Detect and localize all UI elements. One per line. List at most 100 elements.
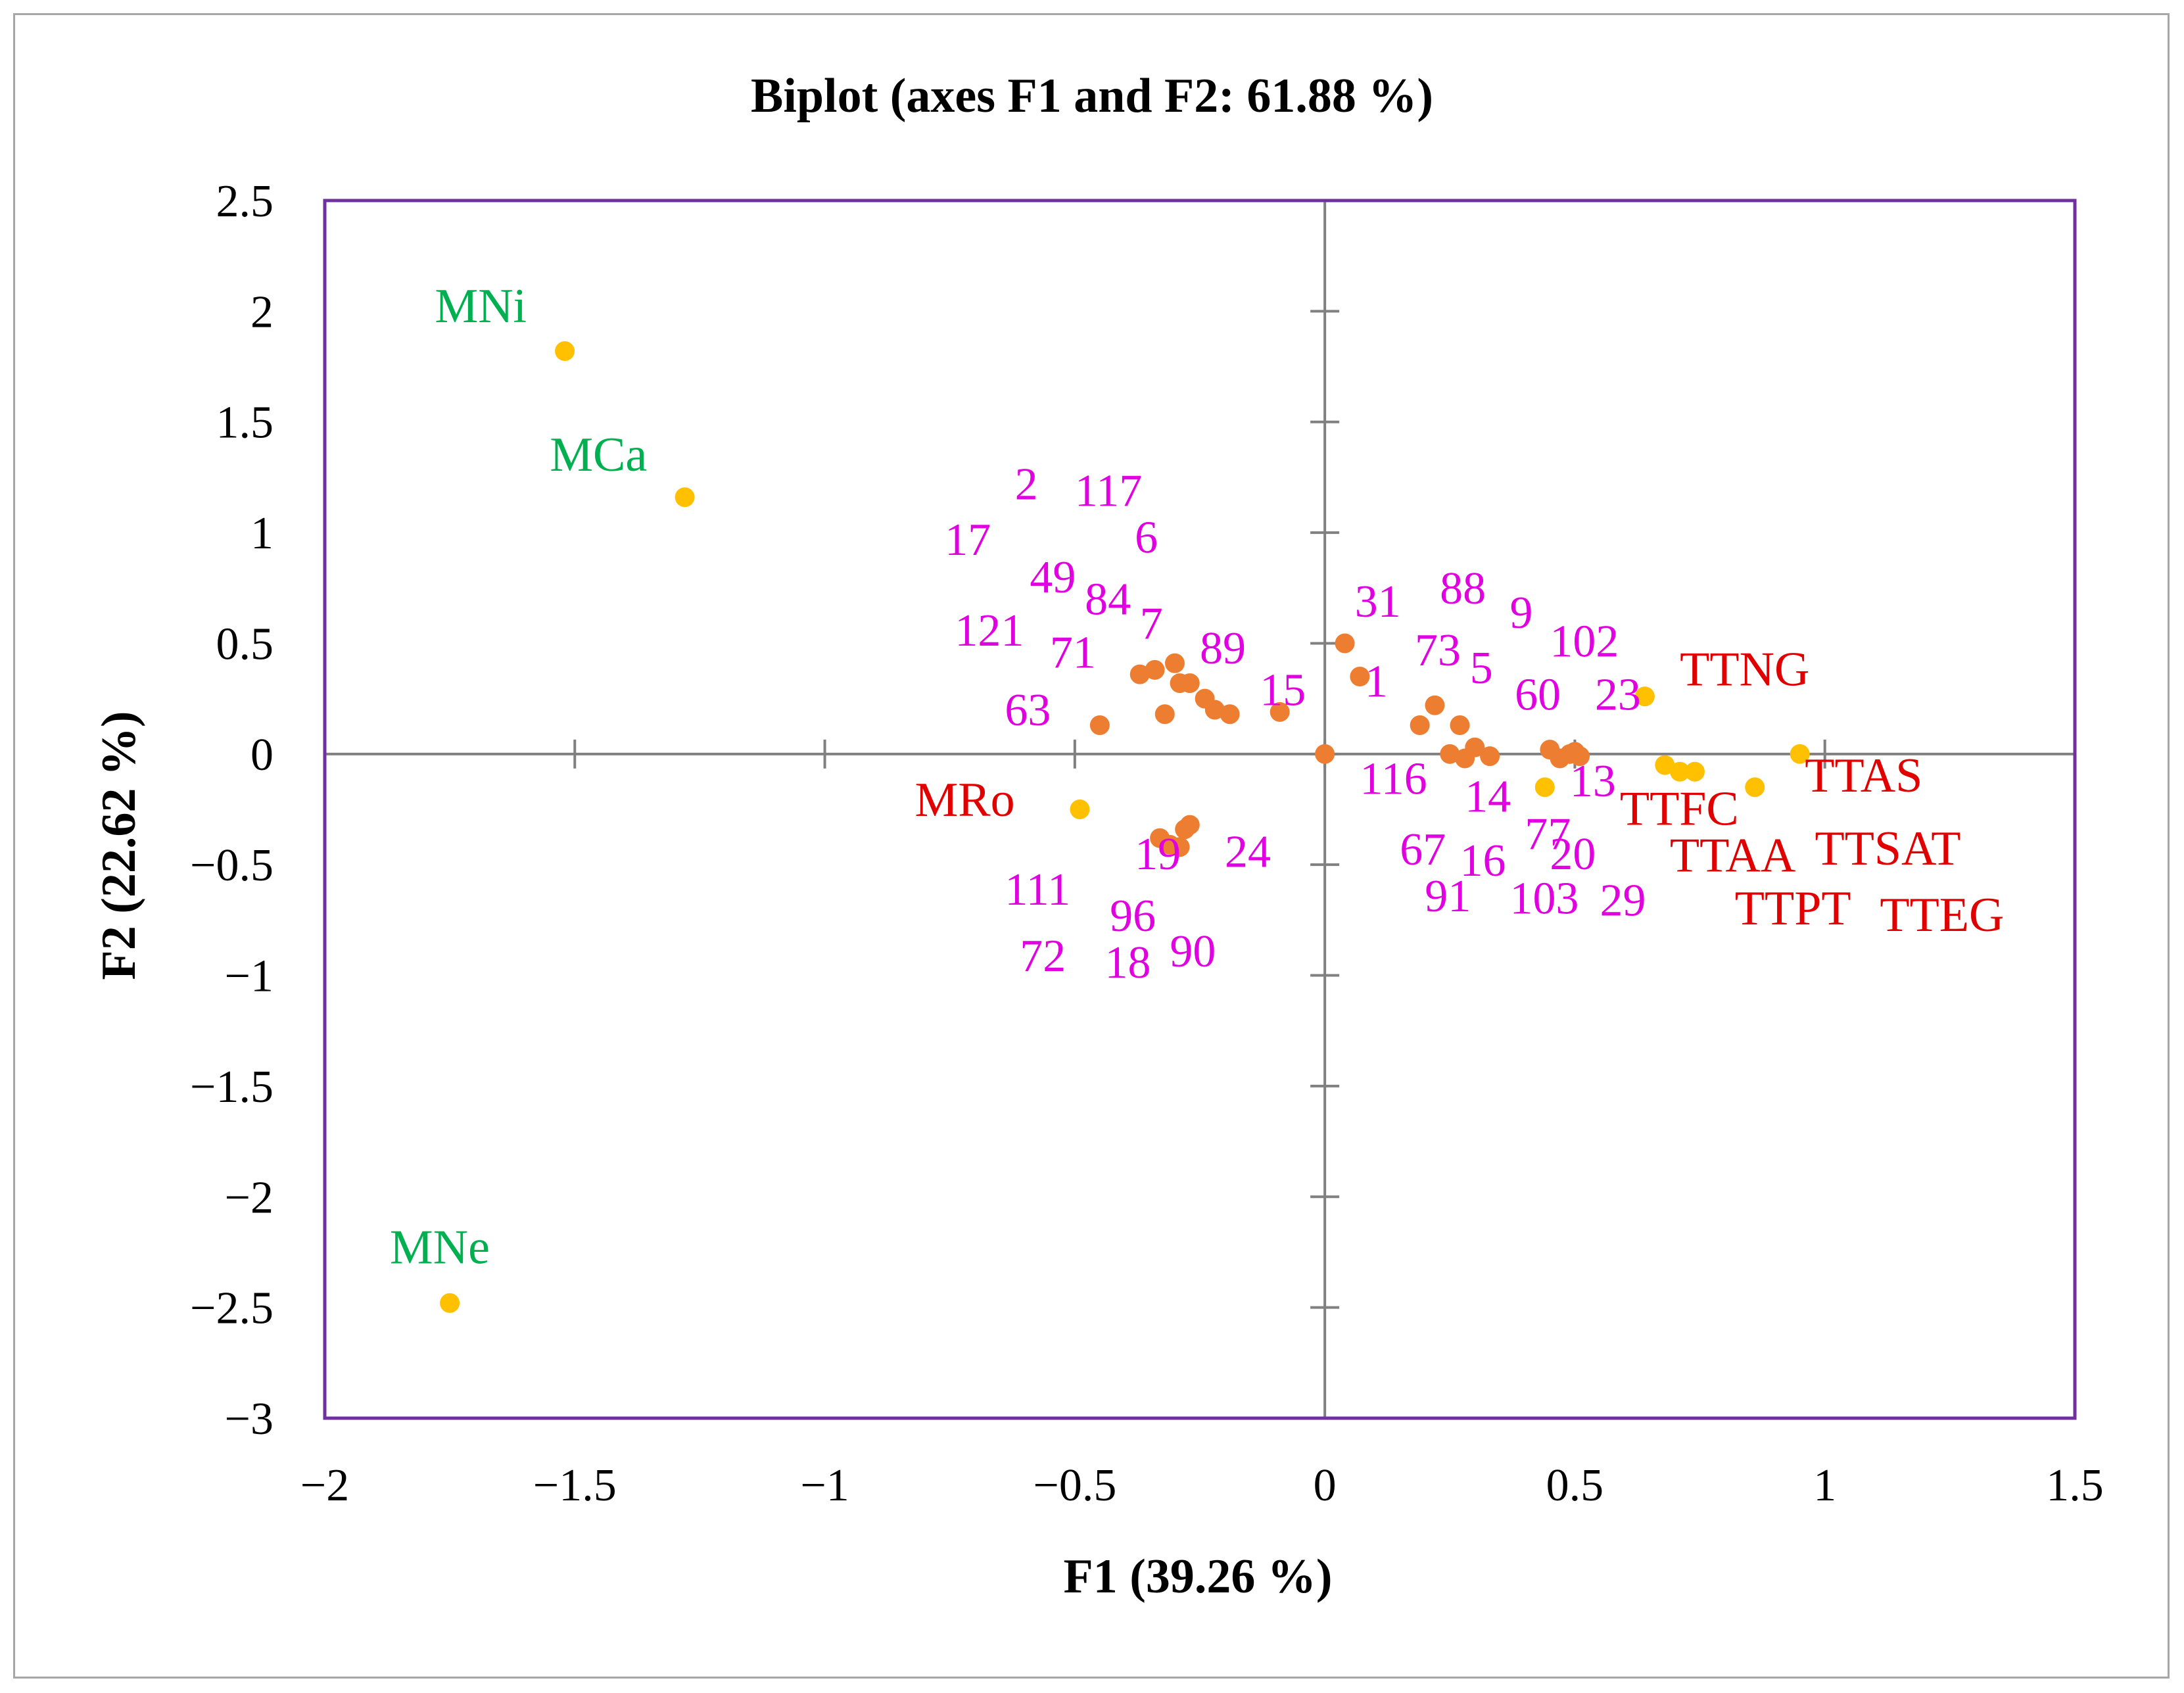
x-tick-label: −1.5 <box>533 1460 617 1511</box>
observation-label: 84 <box>1085 575 1131 625</box>
observation-point <box>1129 664 1150 684</box>
variable-label: TTFC <box>1620 782 1739 836</box>
observation-label: 90 <box>1170 926 1216 977</box>
y-tick-label: −2 <box>225 1172 273 1223</box>
observation-point <box>1335 633 1355 654</box>
plot-axes <box>323 199 2077 1420</box>
x-tick-label: 1.5 <box>2046 1460 2104 1511</box>
observation-label: 91 <box>1425 871 1471 922</box>
variable-label: MCa <box>550 428 647 482</box>
observation-label: 1 <box>1365 656 1388 707</box>
observation-label: 63 <box>1005 685 1051 736</box>
observation-label: 16 <box>1460 836 1506 886</box>
chart-frame <box>13 13 2170 1679</box>
y-tick-label: 0.5 <box>216 619 274 669</box>
x-tick-label: 0.5 <box>1546 1460 1604 1511</box>
observation-point <box>1270 702 1290 722</box>
observation-label: 19 <box>1135 829 1181 880</box>
observation-point <box>1315 744 1335 764</box>
observation-label: 15 <box>1260 665 1306 716</box>
observation-label: 102 <box>1550 617 1619 667</box>
x-tick-label: 1 <box>1813 1460 1836 1511</box>
observation-point <box>1350 666 1370 686</box>
observation-label: 7 <box>1140 599 1163 650</box>
point-labels: 2 117 17 6 49 84 121 7 71 89 63 15 31 88 9 102 73 5 1 60 23 1… <box>390 279 2005 1274</box>
variable-label: TTNG <box>1680 642 1809 696</box>
variable-point <box>1670 761 1690 782</box>
variable-point <box>1534 777 1555 798</box>
observation-label: 29 <box>1600 876 1646 926</box>
observation-point <box>1195 688 1215 709</box>
observation-point <box>1425 695 1445 715</box>
observation-label: 49 <box>1030 552 1076 603</box>
observation-point <box>1480 746 1500 767</box>
plot-area-border <box>323 199 2077 1420</box>
variable-label: TTAS <box>1805 749 1922 803</box>
observation-label: 20 <box>1550 829 1596 880</box>
observation-label: 77 <box>1525 809 1571 860</box>
y-tick-label: 1.5 <box>216 398 274 448</box>
observation-label: 111 <box>1005 865 1070 915</box>
variable-label: TTPT <box>1735 882 1851 936</box>
observation-label: 117 <box>1075 466 1142 517</box>
variable-point <box>440 1293 460 1313</box>
y-axis-label: F2 (22.62 %) <box>92 711 146 980</box>
observation-point <box>1164 653 1185 673</box>
observation-label: 89 <box>1200 623 1246 674</box>
variable-point <box>555 341 575 361</box>
variable-label: MRo <box>914 773 1014 827</box>
variable-point <box>675 487 695 508</box>
observation-label: 31 <box>1355 577 1401 627</box>
variable-label: TTEG <box>1880 888 2004 942</box>
x-axis-label: F1 (39.26 %) <box>1064 1550 1333 1604</box>
y-tick-label: −1.5 <box>190 1062 273 1112</box>
observation-label: 121 <box>955 606 1024 656</box>
x-tick-label: −2 <box>300 1460 349 1511</box>
observation-label: 5 <box>1470 643 1493 694</box>
variable-point <box>1655 755 1675 775</box>
x-tick-label: 0 <box>1314 1460 1337 1511</box>
y-tick-label: 2 <box>250 287 273 337</box>
observation-point <box>1179 815 1200 835</box>
observation-label: 71 <box>1050 627 1096 678</box>
axis-ticks: 2.5 2 1.5 1 0.5 0 −0.5 −1 −1.5 −2 −2.5 −3 −2 −1.5 −1 −0… <box>190 176 2104 1511</box>
observation-label: 88 <box>1440 563 1486 614</box>
y-tick-label: 0 <box>250 730 273 780</box>
observation-label: 23 <box>1595 669 1641 720</box>
variable-point <box>1790 744 1810 764</box>
observation-point <box>1440 744 1460 764</box>
variable-point <box>1684 761 1705 782</box>
observation-label: 73 <box>1415 625 1461 676</box>
variable-label: MNi <box>435 279 527 333</box>
observation-label: 17 <box>945 515 991 565</box>
observation-label: 103 <box>1510 873 1579 924</box>
observation-point <box>1154 704 1175 725</box>
observation-label: 67 <box>1400 824 1446 875</box>
variable-label: TTSAT <box>1815 822 1961 876</box>
y-tick-label: −3 <box>225 1394 273 1444</box>
observation-point <box>1170 673 1190 694</box>
observation-point <box>1170 837 1190 857</box>
data-points <box>440 341 1810 1313</box>
variable-point <box>1745 777 1765 798</box>
chart-title: Biplot (axes F1 and F2: 61.88 %) <box>751 69 1433 123</box>
observation-label: 96 <box>1110 891 1156 942</box>
x-tick-label: −0.5 <box>1033 1460 1116 1511</box>
observation-label: 60 <box>1515 669 1561 720</box>
y-tick-label: −1 <box>225 951 273 1002</box>
y-tick-label: −0.5 <box>190 840 273 891</box>
observation-label: 13 <box>1570 756 1616 807</box>
y-tick-label: 1 <box>250 508 273 559</box>
observation-label: 2 <box>1015 460 1038 510</box>
observation-label: 9 <box>1510 588 1533 638</box>
y-tick-label: 2.5 <box>216 176 274 227</box>
observation-label: 14 <box>1465 771 1511 822</box>
observation-label: 18 <box>1104 938 1151 988</box>
observation-point <box>1570 746 1590 767</box>
variable-label: TTAA <box>1670 828 1795 882</box>
observation-label: 6 <box>1135 512 1158 563</box>
observation-point <box>1089 715 1110 736</box>
observation-label: 116 <box>1360 753 1427 804</box>
variable-label: MNe <box>390 1220 490 1274</box>
